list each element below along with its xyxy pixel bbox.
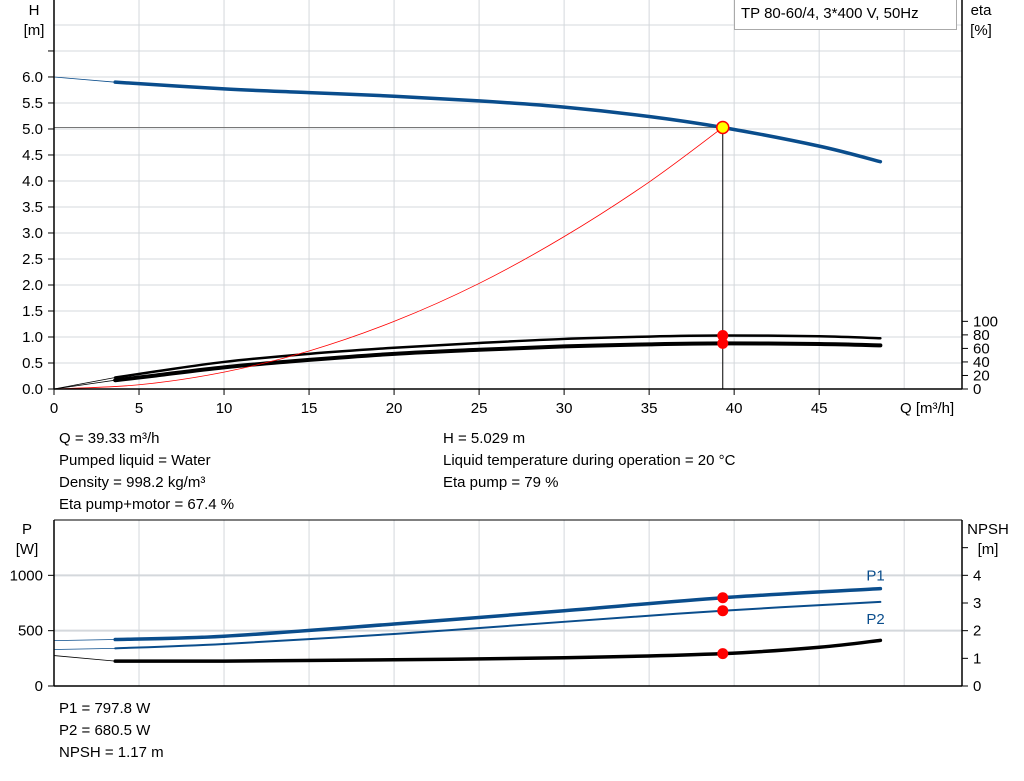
y-tick-label: 6.0: [22, 69, 43, 86]
eta_total-curve-extrapolated: [53, 379, 116, 390]
info-h: H = 5.029 m: [443, 430, 526, 447]
x-tick-label: 0: [50, 400, 58, 417]
x-tick-label: 5: [135, 400, 143, 417]
p-tick-label: 1000: [10, 567, 43, 584]
x-tick-label: 10: [216, 400, 233, 417]
p-tick-label: 500: [18, 623, 43, 640]
y-tick-label: 5.0: [22, 121, 43, 138]
duty-point-marker: [716, 120, 730, 135]
p-axis-label: P: [22, 521, 32, 538]
x-tick-label: 15: [301, 400, 318, 417]
H-curve-extrapolated: [53, 76, 116, 83]
info-q: Q = 39.33 m³/h: [59, 430, 160, 447]
y2-tick-label: 20: [973, 367, 990, 384]
info-density: Density = 998.2 kg/m³: [59, 474, 206, 491]
y2-tick-label: 100: [973, 313, 998, 330]
y-tick-label: 1.5: [22, 303, 43, 320]
info-temperature: Liquid temperature during operation = 20…: [443, 452, 736, 469]
NPSH-curve: [113, 638, 883, 663]
npsh-axis-label: NPSH: [967, 521, 1009, 538]
info-eta-total: Eta pump+motor = 67.4 %: [59, 496, 235, 513]
H-curve: [113, 80, 883, 164]
P2-duty-marker: [717, 605, 729, 617]
y-tick-label: 2.5: [22, 251, 43, 268]
eta_total-curve: [113, 341, 883, 383]
NPSH-curve-extrapolated: [53, 655, 116, 662]
p-tick-label: 0: [35, 678, 43, 695]
y2-tick-label: 0: [973, 381, 981, 398]
eta-pump-duty-marker: [717, 330, 729, 342]
info-eta-pump: Eta pump = 79 %: [443, 474, 559, 491]
P1-curve: [113, 586, 883, 642]
P1-duty-marker: [717, 592, 729, 604]
system-curve: [53, 127, 723, 390]
p-axis-unit: [W]: [16, 541, 39, 558]
y2-axis-unit: [%]: [970, 22, 992, 39]
y-tick-label: 3.0: [22, 225, 43, 242]
eta_pump-curve: [113, 334, 882, 379]
y-tick-label: 0.5: [22, 355, 43, 372]
P1-curve-extrapolated: [53, 639, 116, 642]
npsh-axis-unit: [m]: [978, 541, 999, 558]
y2-tick-label: 80: [973, 327, 990, 344]
y-tick-label: 1.0: [22, 329, 43, 346]
x-axis-label: Q [m³/h]: [900, 400, 954, 417]
NPSH-duty-marker: [717, 648, 729, 660]
P2-series-label: P2: [866, 611, 884, 628]
x-tick-label: 30: [556, 400, 573, 417]
npsh-tick-label: 1: [973, 650, 981, 667]
y2-tick-label: 40: [973, 354, 990, 371]
npsh-tick-label: 4: [973, 567, 981, 584]
y-axis-unit: [m]: [24, 22, 45, 39]
y-tick-label: 3.5: [22, 199, 43, 216]
info-p1: P1 = 797.8 W: [59, 700, 151, 717]
info-liquid: Pumped liquid = Water: [59, 452, 211, 469]
P2-curve: [114, 600, 882, 650]
x-tick-label: 35: [641, 400, 658, 417]
y2-axis-label: eta: [971, 2, 993, 19]
y-tick-label: 0.0: [22, 381, 43, 398]
x-tick-label: 25: [471, 400, 488, 417]
y-tick-label: 4.0: [22, 173, 43, 190]
x-tick-label: 45: [811, 400, 828, 417]
pump-model-label: TP 80-60/4, 3*400 V, 50Hz: [734, 0, 957, 30]
y-tick-label: 2.0: [22, 277, 43, 294]
y2-tick-label: 60: [973, 340, 990, 357]
y-tick-label: 5.5: [22, 95, 43, 112]
y-tick-label: 4.5: [22, 147, 43, 164]
info-p2: P2 = 680.5 W: [59, 722, 151, 739]
eta_pump-curve-extrapolated: [53, 377, 116, 390]
x-tick-label: 20: [386, 400, 403, 417]
info-npsh: NPSH = 1.17 m: [59, 744, 164, 761]
eta-total-duty-marker: [717, 337, 729, 349]
npsh-tick-label: 3: [973, 595, 981, 612]
P2-curve-extrapolated: [53, 647, 116, 650]
P1-series-label: P1: [866, 568, 884, 585]
x-tick-label: 40: [726, 400, 743, 417]
npsh-tick-label: 2: [973, 623, 981, 640]
npsh-tick-label: 0: [973, 678, 981, 695]
y-axis-label: H: [29, 2, 40, 19]
